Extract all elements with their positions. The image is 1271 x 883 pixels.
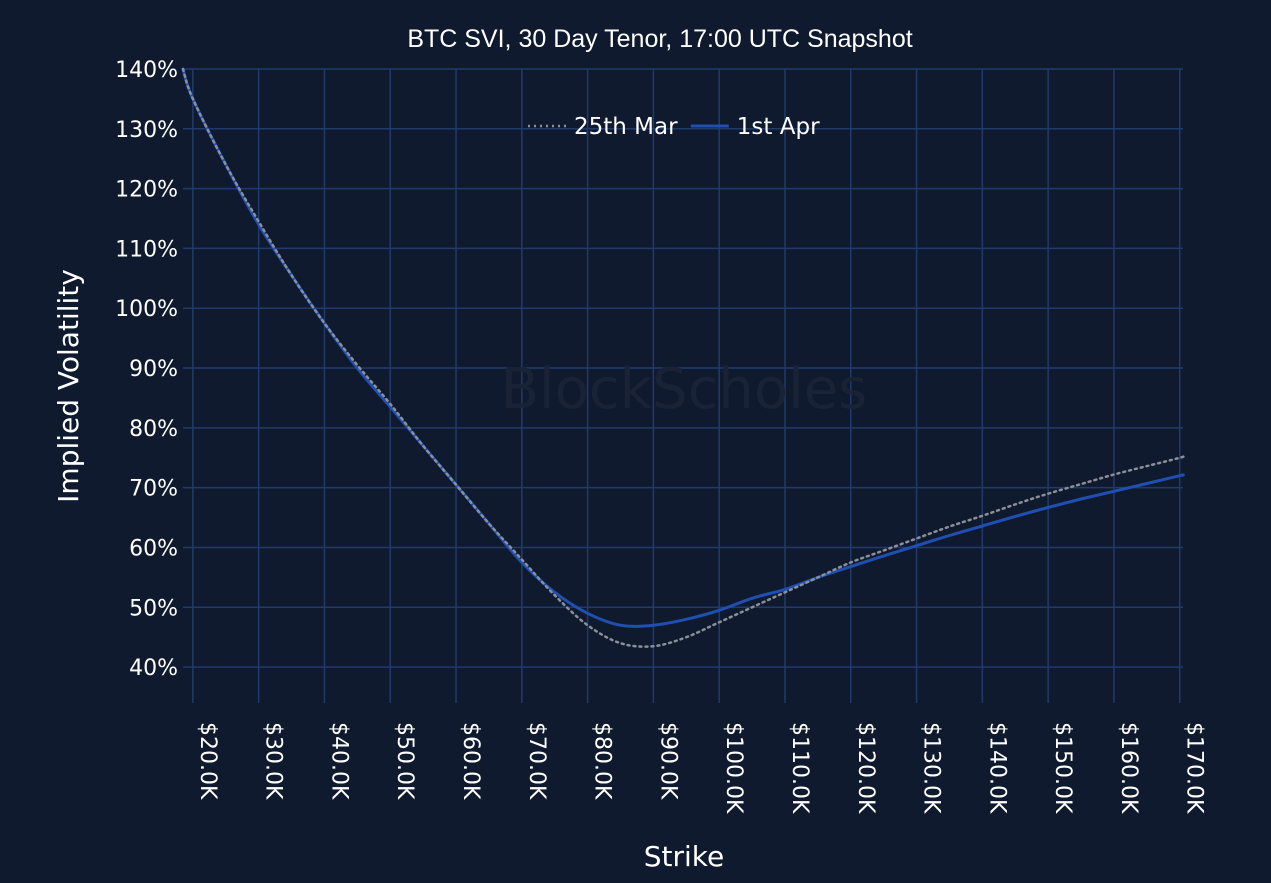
x-tick-label: $160.0K (1116, 722, 1141, 814)
legend-item: 1st Apr (690, 114, 820, 140)
y-tick-label: 90% (129, 357, 178, 382)
y-tick-label: 140% (115, 58, 178, 83)
x-tick-label: $130.0K (919, 722, 944, 814)
legend: 25th Mar 1st Apr (528, 114, 820, 140)
y-tick-label: 110% (115, 237, 178, 262)
x-tick-label: $170.0K (1182, 722, 1207, 814)
x-tick-label: $70.0K (524, 722, 549, 800)
series-layer (181, 67, 1185, 648)
x-axis-title: Strike (644, 840, 725, 873)
y-tick-label: 50% (129, 596, 178, 621)
x-tick-label: $110.0K (787, 722, 812, 814)
legend-label: 25th Mar (574, 114, 678, 140)
grid (183, 68, 1183, 703)
series-line-25th-mar (181, 67, 1185, 648)
x-tick-label: $80.0K (590, 722, 615, 800)
x-tick-label: $140.0K (984, 722, 1009, 814)
x-tick-label: $50.0K (392, 722, 417, 800)
y-axis-title: Implied Volatility (52, 269, 85, 503)
x-tick-label: $60.0K (458, 722, 483, 800)
x-tick-label: $100.0K (721, 722, 746, 814)
y-tick-labels: 40% 50% 60% 70% 80% 90% 100% 110% 120% 130% 140% (115, 58, 178, 681)
legend-item: 25th Mar (528, 114, 678, 140)
y-tick-label: 80% (129, 417, 178, 442)
legend-label: 1st Apr (737, 114, 820, 140)
y-tick-label: 70% (129, 477, 178, 502)
x-tick-label: $30.0K (261, 722, 286, 800)
x-tick-labels: $20.0K $30.0K $40.0K $50.0K $60.0K $70.0K $80.… (195, 722, 1207, 814)
watermark: BlockScholes (501, 357, 868, 422)
y-tick-label: 60% (129, 536, 178, 561)
y-tick-label: 40% (129, 656, 178, 681)
x-tick-label: $90.0K (655, 722, 680, 800)
x-tick-label: $40.0K (326, 722, 351, 800)
chart-title: BTC SVI, 30 Day Tenor, 17:00 UTC Snapsho… (407, 25, 912, 53)
y-tick-label: 100% (115, 297, 178, 322)
y-tick-label: 130% (115, 118, 178, 143)
x-tick-label: $20.0K (195, 722, 220, 800)
y-tick-label: 120% (115, 178, 178, 203)
x-tick-label: $150.0K (1050, 722, 1075, 814)
x-tick-label: $120.0K (853, 722, 878, 814)
